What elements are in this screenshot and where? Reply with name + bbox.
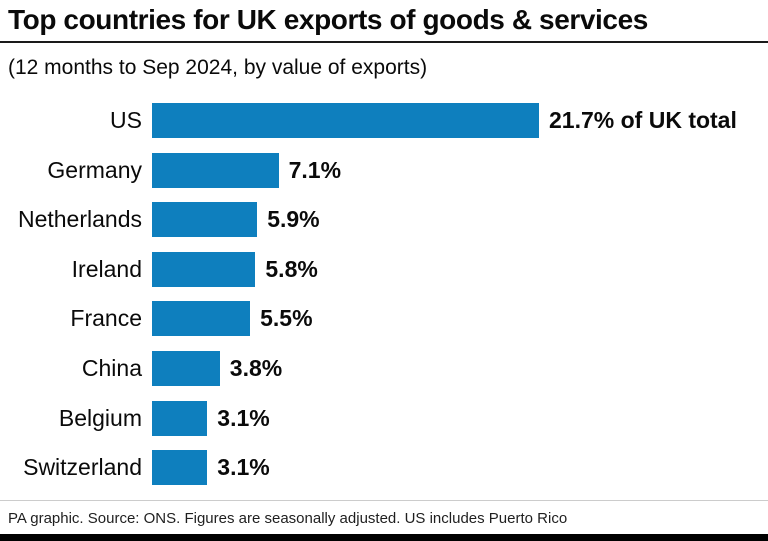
bar bbox=[152, 152, 279, 188]
value-label: 5.5% bbox=[260, 305, 313, 332]
value-label: 7.1% bbox=[288, 156, 342, 183]
bar bbox=[152, 301, 251, 337]
bar-row: France 5.5% bbox=[0, 301, 768, 337]
value-label: 5.9% bbox=[267, 206, 320, 233]
chart-subtitle: (12 months to Sep 2024, by value of expo… bbox=[8, 56, 428, 79]
bar bbox=[152, 251, 256, 287]
value-label: 21.7% of UK total bbox=[549, 107, 737, 133]
bar-row: Ireland 5.8% bbox=[0, 251, 768, 287]
bar-row: Switzerland 3.1% bbox=[0, 450, 768, 486]
bar-row: Belgium 3.1% bbox=[0, 400, 768, 436]
bar bbox=[152, 350, 220, 386]
value-label: 3.1% bbox=[217, 454, 270, 481]
bar-chart: US 21.7% of UK total Germany 7.1% Netherland… bbox=[0, 103, 768, 500]
bottom-accent-bar bbox=[0, 534, 768, 541]
category-label: France bbox=[70, 305, 142, 332]
value-label: 3.1% bbox=[217, 404, 270, 431]
bar-row: China 3.8% bbox=[0, 350, 768, 386]
bar bbox=[152, 450, 208, 486]
source-note: PA graphic. Source: ONS. Figures are sea… bbox=[8, 510, 568, 527]
title-divider bbox=[0, 41, 768, 43]
bar-row: US 21.7% of UK total bbox=[0, 103, 768, 138]
category-label: Netherlands bbox=[17, 206, 142, 233]
category-label: Germany bbox=[47, 156, 142, 183]
category-label: Ireland bbox=[71, 255, 142, 282]
bar-row: Germany 7.1% bbox=[0, 152, 768, 188]
chart-title: Top countries for UK exports of goods & … bbox=[8, 4, 648, 35]
bar-row: Netherlands 5.9% bbox=[0, 202, 768, 238]
category-label: Switzerland bbox=[23, 454, 142, 481]
bar bbox=[152, 202, 258, 238]
bar bbox=[152, 103, 539, 138]
value-label: 5.8% bbox=[265, 255, 318, 282]
footer-divider bbox=[0, 500, 768, 501]
category-label: Belgium bbox=[58, 404, 142, 431]
category-label: China bbox=[81, 354, 142, 381]
bar bbox=[152, 400, 208, 436]
category-label: US bbox=[110, 107, 142, 133]
value-label: 3.8% bbox=[229, 354, 283, 381]
